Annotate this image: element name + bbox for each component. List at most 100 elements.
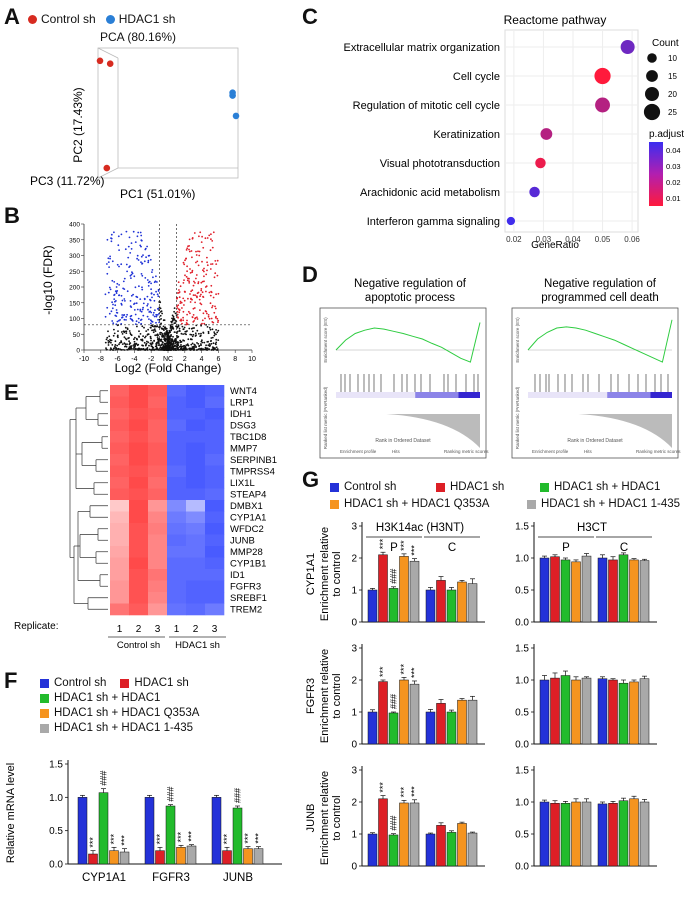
volcano-point (155, 345, 158, 348)
heatmap-cell (167, 523, 187, 535)
heatmap-cell (110, 431, 130, 443)
significance-mark: *** (88, 837, 98, 848)
bar (446, 589, 457, 623)
significance-mark: *** (410, 667, 420, 678)
volcano-point (127, 256, 130, 259)
volcano-point (183, 290, 186, 293)
volcano-point (165, 342, 168, 345)
volcano-point (204, 237, 207, 240)
volcano-point (210, 284, 213, 287)
heatmap-cell (205, 488, 225, 501)
volcano-point (200, 343, 202, 345)
heatmap-cell (129, 592, 149, 604)
volcano-point (212, 296, 215, 299)
volcano-point (123, 288, 126, 290)
volcano-point (168, 336, 171, 339)
heatmap-cell (129, 546, 149, 558)
region-label: C (620, 542, 628, 554)
heatmap-cell (186, 557, 206, 570)
volcano-point (130, 248, 133, 250)
volcano-point (141, 325, 144, 328)
heatmap-cell (167, 580, 187, 593)
count-legend-label: 10 (668, 54, 677, 63)
volcano-point (124, 300, 126, 302)
volcano-point (175, 338, 178, 340)
heatmap-cell (205, 592, 225, 604)
volcano-point (167, 340, 169, 343)
bar (367, 711, 378, 745)
volcano-point (216, 331, 219, 334)
heatmap-cell (205, 546, 225, 558)
volcano-point (195, 254, 198, 256)
volcano-point (112, 334, 115, 337)
heatmap-cell (110, 465, 130, 478)
volcano-point (164, 348, 167, 351)
volcano-point (197, 281, 200, 283)
volcano-point (162, 328, 165, 331)
pca-legend: Control sh HDAC1 sh (28, 12, 175, 26)
volcano-point (119, 319, 121, 321)
volcano-point (202, 246, 205, 249)
volcano-point (144, 349, 146, 351)
region-label: P (390, 542, 398, 554)
volcano-point (123, 277, 126, 280)
volcano-point (173, 307, 176, 309)
volcano-point (213, 311, 216, 314)
bar (571, 561, 581, 623)
heatmap-cell (205, 557, 225, 570)
chip-ylabel: to control (331, 673, 343, 718)
volcano-point (169, 331, 172, 333)
heatmap-cell (167, 442, 187, 455)
volcano-point (211, 328, 214, 331)
volcano-point (150, 311, 153, 314)
panel-label-g: G (302, 467, 320, 492)
bar-y-tick-label: 0 (351, 862, 357, 873)
heatmap-gene-label: LRP1 (230, 397, 254, 408)
volcano-point (164, 326, 167, 329)
bar (467, 583, 478, 623)
bar (109, 850, 119, 865)
volcano-point (213, 331, 216, 333)
heatmap-cell (110, 534, 130, 547)
bar-y-tick-label: 1.5 (515, 644, 529, 655)
heatmap-cell (110, 385, 130, 397)
volcano-point (177, 324, 180, 327)
bar-y-tick-label: 3 (351, 522, 357, 533)
volcano-point (217, 319, 220, 322)
volcano-point (182, 319, 185, 322)
volcano-point (120, 331, 123, 333)
mrna-legend-item: HDAC1 sh + HDAC1 (40, 691, 199, 706)
bar (608, 803, 618, 867)
heatmap-cell (129, 603, 149, 616)
volcano-point (175, 314, 178, 316)
volcano-point (190, 327, 193, 330)
volcano-point (162, 348, 165, 351)
volcano-point (200, 293, 202, 296)
volcano-point (217, 321, 219, 323)
bar (409, 683, 420, 745)
volcano-point (188, 248, 190, 251)
volcano-point (147, 261, 150, 264)
volcano-point (186, 270, 189, 273)
bar (155, 850, 165, 865)
volcano-point (140, 245, 142, 248)
heatmap-cell (186, 523, 206, 535)
volcano-point (168, 348, 171, 351)
replicate-number: 2 (136, 624, 142, 635)
bar (186, 845, 197, 865)
volcano-point (192, 321, 195, 323)
volcano-point (214, 307, 217, 310)
bar (581, 677, 592, 745)
volcano-point (108, 266, 110, 268)
volcano-point (199, 334, 202, 337)
volcano-point (184, 274, 186, 277)
volcano-point (130, 273, 133, 276)
volcano-point (112, 322, 115, 325)
volcano-point (127, 245, 130, 248)
volcano-y-tick-label: 50 (73, 332, 81, 339)
volcano-point (183, 326, 186, 329)
count-legend-dot (646, 70, 658, 82)
volcano-point (126, 349, 129, 351)
chip-legend: Control sh HDAC1 sh HDAC1 sh + HDAC1 HDA… (330, 479, 685, 513)
volcano-point (197, 343, 200, 345)
